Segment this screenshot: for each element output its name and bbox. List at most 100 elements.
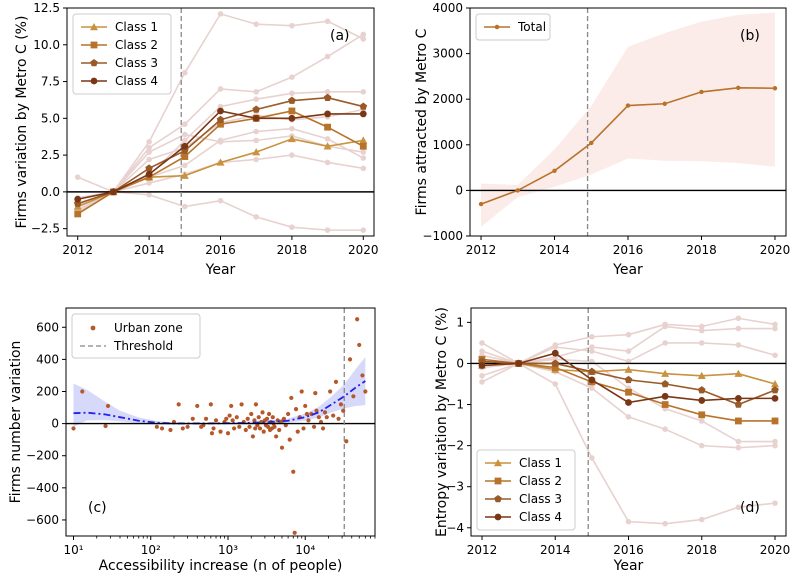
series-point-class-4: [359, 110, 367, 118]
y-tick-label: 600: [36, 320, 59, 334]
urban-zone-point: [261, 429, 266, 434]
background-series-point: [772, 352, 778, 359]
legend-marker: [90, 77, 98, 85]
panel-c: 10¹ 10² 10³ 10⁴ −600 −400 −200 0 200 400 600 (c) A…: [8, 307, 376, 574]
urban-zone-point: [80, 389, 85, 394]
background-series-point: [360, 31, 367, 38]
y-tick-label: −1: [446, 398, 464, 412]
legend-box: [71, 313, 201, 359]
background-series-point: [324, 159, 331, 166]
background-series-point: [479, 340, 485, 346]
legend-label: Class 4: [519, 510, 562, 524]
panel-a-label: (a): [330, 28, 350, 44]
y-tick-label: 0: [455, 183, 463, 197]
series-point-class-3: [288, 96, 296, 104]
series-point-class-4: [515, 360, 523, 367]
panel-c-xlabel: Accessibility increase (n of people): [99, 558, 343, 574]
background-series-point: [324, 53, 331, 60]
series-point-class-3: [661, 380, 669, 388]
urban-zone-point: [360, 373, 365, 378]
background-series-point: [772, 442, 778, 449]
urban-zone-point: [320, 426, 326, 431]
series-point-class-4: [625, 399, 632, 406]
background-series-point: [360, 155, 367, 161]
background-series-point: [698, 323, 705, 330]
background-series-point: [360, 89, 367, 95]
x-tick-label: 2016: [613, 243, 644, 257]
background-series-point: [360, 165, 367, 172]
background-series-point: [253, 128, 259, 135]
background-series-point: [182, 137, 188, 144]
background-series-point: [217, 139, 224, 145]
legend-label: Class 3: [115, 56, 158, 70]
urban-zone-point: [292, 530, 297, 535]
urban-zone-point: [239, 402, 244, 407]
legend-label: Class 2: [115, 38, 158, 52]
series-point-class-2: [74, 210, 82, 218]
legend-marker: [494, 513, 502, 521]
y-tick-label: 1: [456, 315, 464, 329]
urban-zone-point: [301, 426, 306, 431]
series-point-class-4: [661, 392, 669, 400]
background-series-point: [182, 162, 188, 169]
legend-label: Class 4: [115, 74, 158, 88]
series-point-class-1: [180, 171, 189, 179]
y-tick-label: 7.5: [41, 75, 60, 89]
background-series-point: [735, 444, 742, 451]
urban-zone-point: [289, 395, 294, 401]
legend-marker: [494, 477, 502, 485]
series-point-total: [736, 85, 741, 91]
x-tick-label: 2020: [348, 243, 379, 257]
background-series-point: [289, 22, 295, 29]
urban-zone-point: [313, 390, 318, 396]
series-point-total: [589, 140, 594, 146]
x-tick-label: 2020: [760, 543, 791, 557]
y-tick-label: −400: [26, 481, 59, 495]
urban-zone-point: [336, 416, 341, 421]
background-series-point: [217, 86, 224, 92]
background-series-point: [217, 197, 224, 204]
urban-zone-point: [232, 426, 237, 431]
urban-zone-point: [311, 424, 317, 429]
urban-zone-point: [245, 416, 250, 421]
series-point-class-2: [734, 417, 742, 425]
background-series-point: [146, 192, 152, 198]
background-series-point: [772, 321, 778, 328]
legend-box: [475, 13, 551, 41]
series-point-class-3: [359, 102, 368, 110]
urban-zone-point: [159, 426, 165, 431]
urban-zone-point: [257, 426, 263, 431]
legend-label: Class 3: [519, 492, 562, 506]
legend-marker: [494, 459, 502, 467]
series-point-class-1: [252, 148, 261, 156]
background-series-point: [253, 156, 259, 163]
legend-label: Class 1: [115, 20, 158, 34]
y-tick-label: 0: [456, 356, 464, 370]
urban-zone-point: [274, 434, 279, 439]
urban-zone-point: [270, 415, 275, 420]
panel-c-ylabel: Firms number variation: [8, 341, 24, 504]
background-series-point: [182, 121, 188, 128]
background-series-point: [589, 344, 595, 350]
series-point-class-3: [771, 386, 779, 394]
background-series-point: [217, 11, 224, 17]
series-point-class-2: [181, 153, 189, 160]
urban-zone-point: [250, 434, 255, 439]
background-series-line: [481, 317, 776, 365]
urban-zone-point: [333, 379, 339, 384]
series-point-class-2: [288, 107, 296, 115]
background-series-point: [146, 180, 152, 186]
background-series-point: [625, 518, 632, 525]
urban-zone-point: [306, 418, 311, 423]
series-point-class-4: [324, 110, 331, 118]
urban-zone-point: [253, 426, 258, 431]
background-series-point: [146, 144, 152, 151]
urban-zone-point: [295, 429, 300, 434]
urban-zone-point: [168, 427, 173, 433]
background-series-point: [324, 89, 331, 95]
background-series-point: [735, 438, 742, 445]
background-series-point: [479, 348, 485, 354]
legend-label: Class 1: [519, 456, 562, 470]
x-tick-label: 10¹: [63, 543, 83, 557]
panel-d-xlabel: Year: [613, 558, 644, 574]
